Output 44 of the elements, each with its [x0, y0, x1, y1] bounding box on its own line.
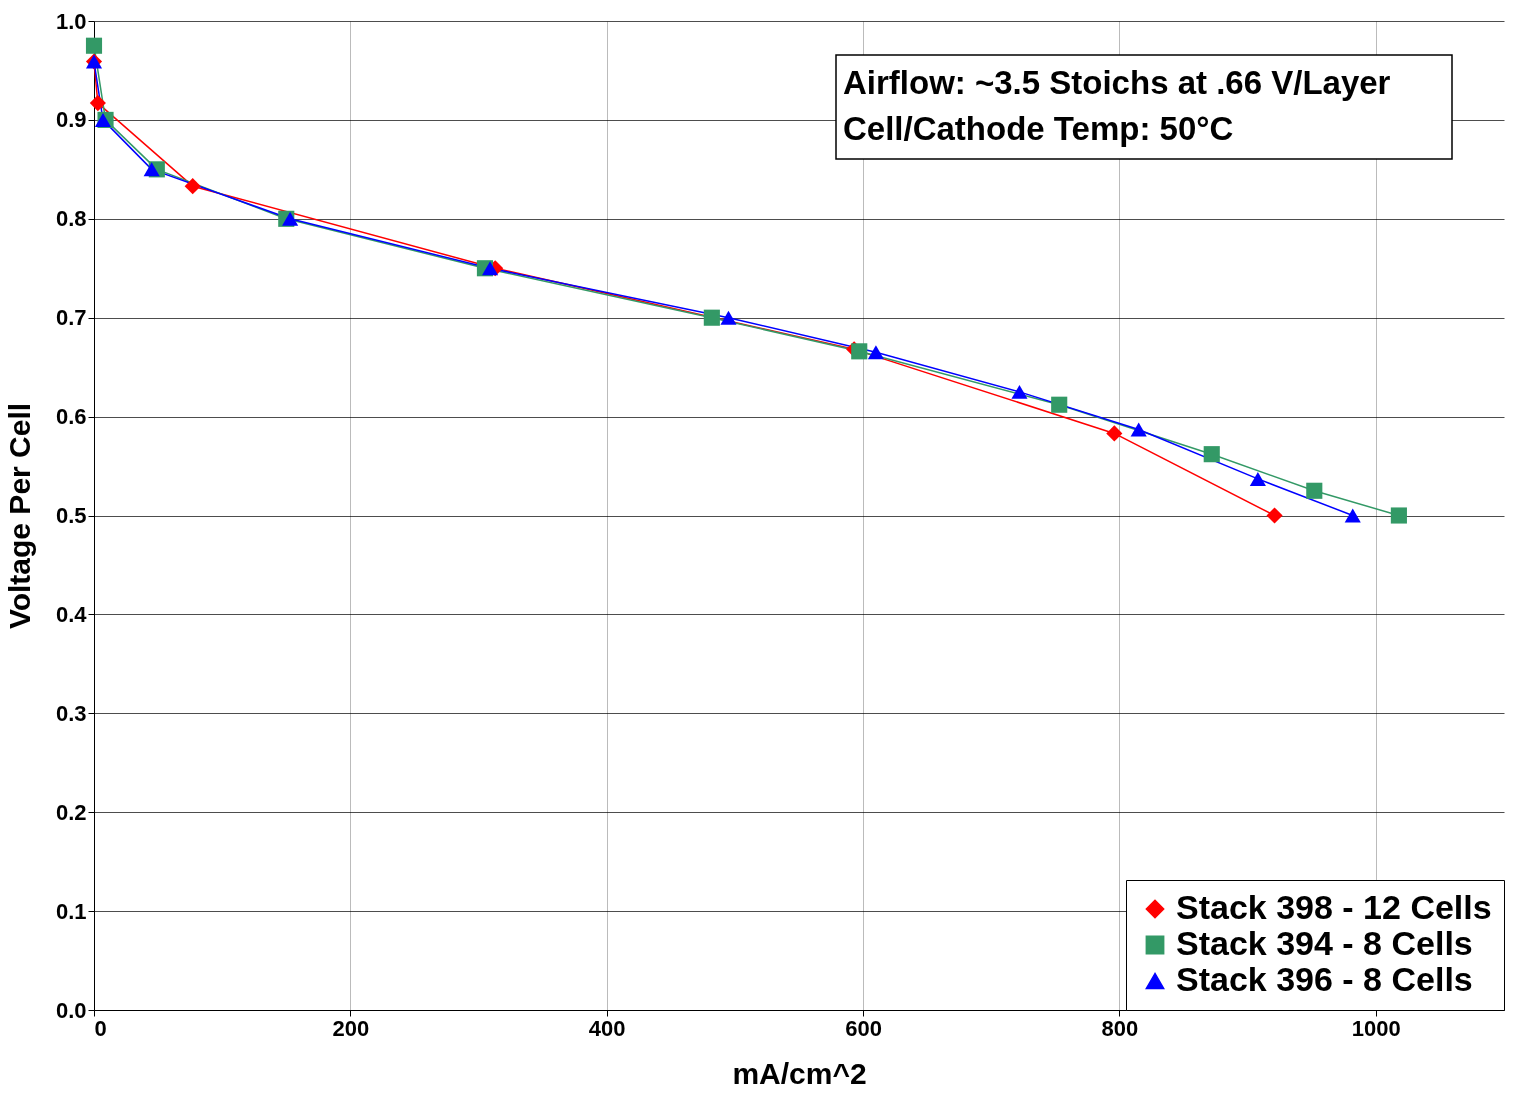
legend-label: Stack 394 - 8 Cells	[1176, 924, 1473, 962]
y-tick-label: 0.8	[55, 206, 87, 232]
point	[482, 261, 499, 276]
point	[1130, 422, 1147, 437]
point	[184, 178, 201, 195]
x-tick-label: 600	[845, 1015, 882, 1041]
y-tick-label: 0.5	[55, 503, 87, 528]
point	[1106, 425, 1123, 442]
point	[143, 162, 160, 177]
point	[1344, 508, 1361, 523]
annotation: Airflow: ~3.5 Stoichs at .66 V/Layer	[843, 64, 1391, 101]
point	[1390, 507, 1407, 524]
x-tick-label: 400	[588, 1015, 626, 1041]
point	[851, 343, 868, 360]
point	[85, 37, 103, 54]
y-axis-title: Voltage Per Cell	[2, 402, 36, 630]
point	[1266, 507, 1283, 524]
y-tick-label: 0.9	[55, 107, 87, 133]
y-tick-label: 0.1	[55, 898, 87, 924]
point	[1011, 384, 1028, 399]
legend-label: Stack 396 - 8 Cells	[1176, 960, 1473, 998]
point	[1306, 482, 1323, 499]
x-tick-label: 200	[332, 1015, 370, 1041]
y-tick-label: 0.6	[55, 404, 87, 430]
point	[703, 309, 720, 326]
x-axis-title: mA/cm^2	[732, 1056, 867, 1090]
y-tick-label: 0.2	[55, 799, 87, 825]
annotation: Cell/Cathode Temp: 50°C	[843, 110, 1234, 147]
y-tick-label: 0.3	[55, 700, 87, 726]
point	[867, 345, 884, 360]
y-tick-label: 0.4	[55, 601, 88, 627]
point	[89, 95, 106, 112]
y-tick-label: 0.0	[55, 997, 87, 1023]
point	[282, 211, 299, 226]
point	[1203, 446, 1220, 463]
y-tick-label: 0.7	[55, 305, 87, 331]
x-tick-label: 800	[1101, 1015, 1139, 1041]
x-tick-label: 1000	[1351, 1015, 1401, 1041]
point	[1249, 471, 1266, 486]
point	[1051, 396, 1068, 413]
y-tick-label: 1.0	[55, 8, 87, 34]
x-tick-label: 0	[94, 1015, 107, 1041]
legend-label: Stack 398 - 12 Cells	[1176, 888, 1492, 926]
point	[720, 310, 737, 325]
